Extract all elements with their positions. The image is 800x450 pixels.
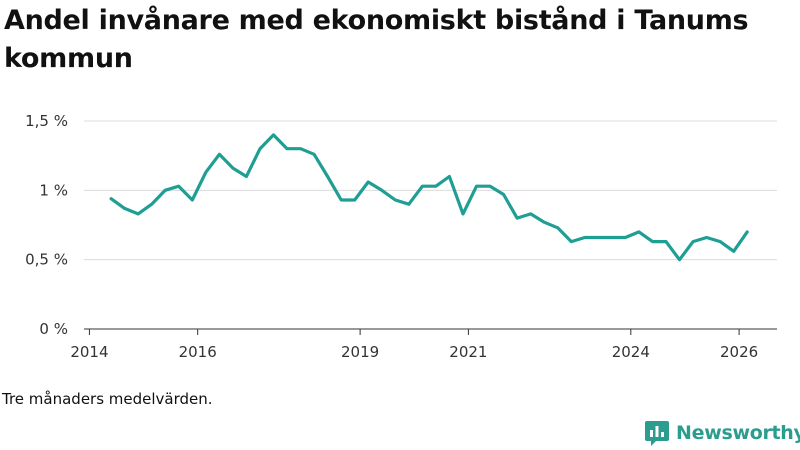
y-tick-label: 1 % [39, 181, 68, 199]
x-tick-label: 2026 [720, 343, 758, 361]
y-tick-label: 0,5 % [25, 251, 68, 269]
newsworthy-logo[interactable]: Newsworthy [644, 418, 800, 448]
y-axis-ticks: 0 % 0,5 % 1 % 1,5 % [25, 112, 68, 338]
y-tick-label: 0 % [39, 320, 68, 338]
x-tick-label: 2019 [341, 343, 379, 361]
chart-title: Andel invånare med ekonomiskt bistånd i … [4, 5, 749, 74]
chart-note: Tre månaders medelvärden. [2, 390, 213, 408]
gridlines [84, 120, 777, 261]
newsworthy-logo-icon [645, 421, 669, 446]
x-axis-ticks: 2014 2016 2019 2021 2024 2026 [70, 329, 758, 361]
x-tick-label: 2014 [70, 343, 108, 361]
x-tick-label: 2024 [612, 343, 650, 361]
y-tick-label: 1,5 % [25, 112, 68, 130]
x-tick-label: 2016 [179, 343, 217, 361]
series-line [109, 133, 749, 262]
series-layer [109, 133, 749, 262]
x-tick-label: 2021 [449, 343, 487, 361]
newsworthy-logo-text: Newsworthy [676, 422, 800, 444]
